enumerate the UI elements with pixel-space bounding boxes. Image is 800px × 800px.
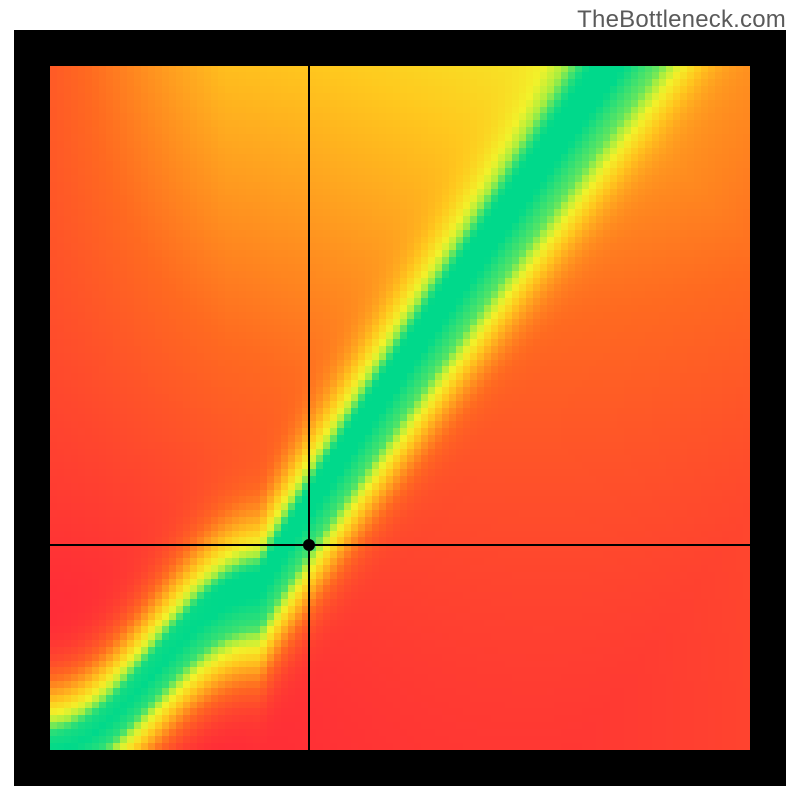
- watermark-text: TheBottleneck.com: [577, 6, 786, 34]
- chart-container: TheBottleneck.com: [0, 0, 800, 800]
- data-point-marker: [303, 539, 315, 551]
- plot-area: [50, 66, 750, 750]
- crosshair-horizontal: [50, 544, 750, 546]
- heatmap-canvas: [50, 66, 750, 750]
- plot-border: [14, 30, 786, 786]
- crosshair-vertical: [308, 66, 310, 750]
